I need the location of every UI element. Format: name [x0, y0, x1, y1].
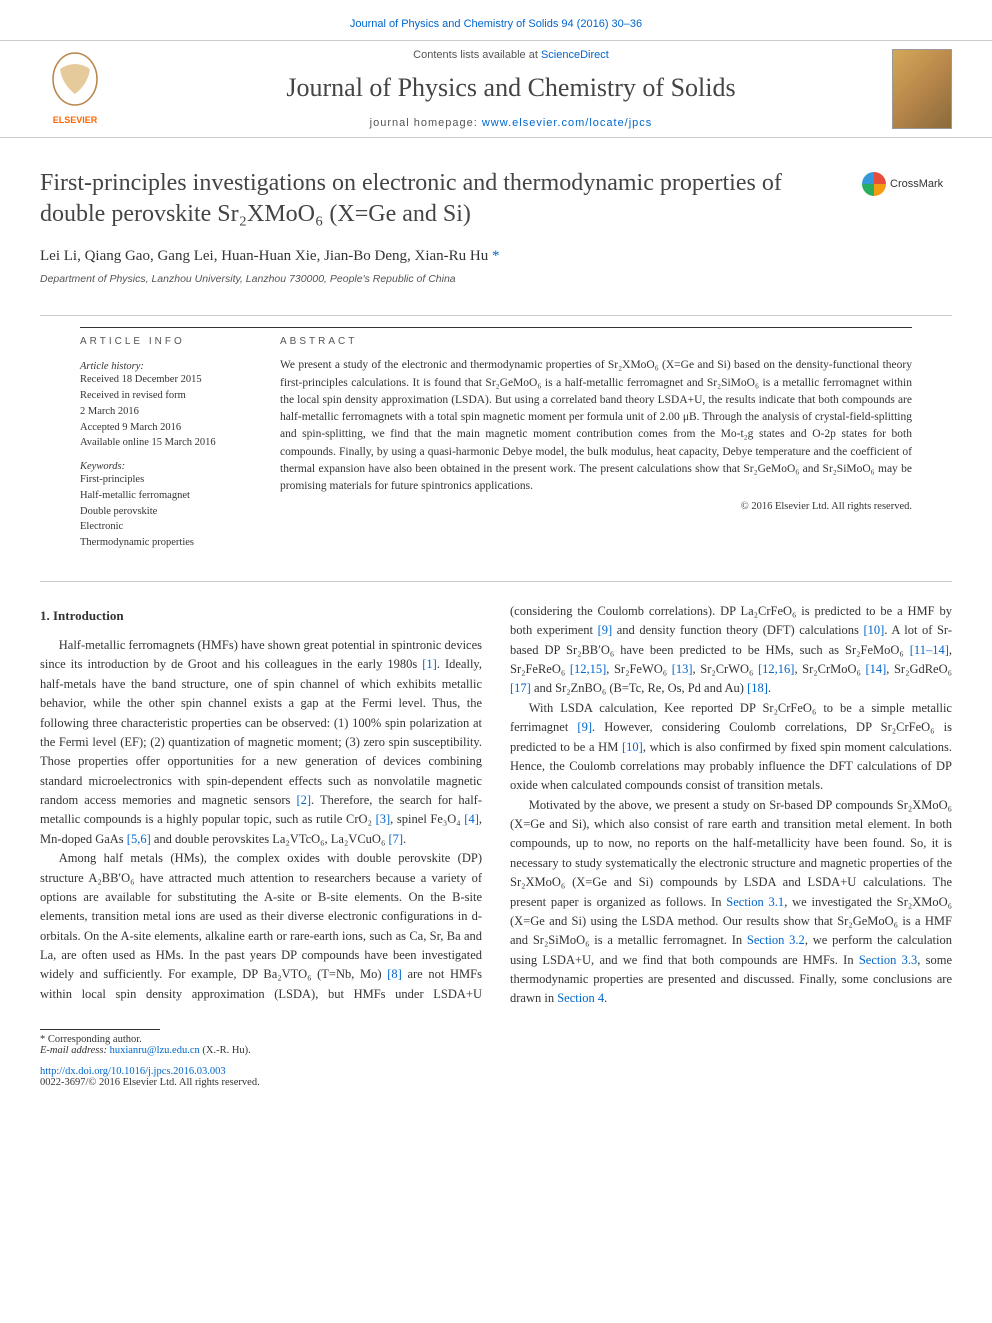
affiliation: Department of Physics, Lanzhou Universit…	[40, 273, 952, 285]
keyword: Half-metallic ferromagnet	[80, 488, 260, 504]
footnote-rule	[40, 1029, 160, 1030]
ref-link[interactable]: [7]	[388, 832, 403, 846]
abstract: ABSTRACT We present a study of the elect…	[280, 327, 912, 561]
ref-link[interactable]: [9]	[577, 720, 592, 734]
keywords-label: Keywords:	[80, 461, 260, 472]
elsevier-logo[interactable]: ELSEVIER	[40, 49, 110, 129]
history-line: Available online 15 March 2016	[80, 435, 260, 451]
corresponding-note: * Corresponding author.	[40, 1034, 952, 1045]
body-paragraph: Half-metallic ferromagnets (HMFs) have s…	[40, 636, 482, 849]
homepage-prefix: journal homepage:	[370, 117, 482, 129]
ref-link[interactable]: [3]	[376, 812, 391, 826]
keyword: Thermodynamic properties	[80, 535, 260, 551]
ref-link[interactable]: [14]	[865, 662, 886, 676]
sciencedirect-link[interactable]: ScienceDirect	[541, 49, 609, 61]
abstract-text: We present a study of the electronic and…	[280, 357, 912, 495]
section-heading-intro: 1. Introduction	[40, 606, 482, 626]
authors-list: Lei Li, Qiang Gao, Gang Lei, Huan-Huan X…	[40, 248, 952, 265]
article-info: ARTICLE INFO Article history: Received 1…	[80, 327, 280, 561]
doi-link[interactable]: http://dx.doi.org/10.1016/j.jpcs.2016.03…	[40, 1066, 226, 1077]
body-paragraph: With LSDA calculation, Kee reported DP S…	[510, 699, 952, 796]
svg-text:ELSEVIER: ELSEVIER	[53, 115, 98, 125]
ref-link[interactable]: [8]	[387, 967, 402, 981]
crossmark-icon	[862, 172, 886, 196]
history-line: Accepted 9 March 2016	[80, 420, 260, 436]
history-line: 2 March 2016	[80, 404, 260, 420]
ref-link[interactable]: [13]	[672, 662, 693, 676]
section-link[interactable]: Section 3.1	[726, 895, 784, 909]
ref-link[interactable]: [12,16]	[758, 662, 794, 676]
crossmark-badge[interactable]: CrossMark	[862, 168, 952, 200]
email-line: E-mail address: huxianru@lzu.edu.cn (X.-…	[40, 1045, 952, 1056]
doi-line: http://dx.doi.org/10.1016/j.jpcs.2016.03…	[40, 1066, 952, 1077]
history-line: Received in revised form	[80, 388, 260, 404]
body-paragraph: Motivated by the above, we present a stu…	[510, 796, 952, 1009]
ref-link[interactable]: [17]	[510, 681, 531, 695]
article-header: First-principles investigations on elect…	[0, 138, 992, 295]
ref-link[interactable]: [10]	[622, 740, 643, 754]
ref-link[interactable]: [1]	[422, 657, 437, 671]
journal-citation[interactable]: Journal of Physics and Chemistry of Soli…	[0, 0, 992, 40]
ref-link[interactable]: [12,15]	[570, 662, 606, 676]
ref-link[interactable]: [4]	[464, 812, 479, 826]
meta-abstract-row: ARTICLE INFO Article history: Received 1…	[40, 315, 952, 581]
ref-link[interactable]: [10]	[864, 623, 885, 637]
section-link[interactable]: Section 3.2	[747, 933, 805, 947]
journal-header: ELSEVIER Contents lists available at Sci…	[0, 40, 992, 138]
abstract-heading: ABSTRACT	[280, 336, 912, 347]
page-footer: * Corresponding author. E-mail address: …	[0, 1019, 992, 1108]
history-label: Article history:	[80, 361, 260, 372]
section-link[interactable]: Section 4	[557, 991, 604, 1005]
email-suffix: (X.-R. Hu).	[200, 1045, 251, 1056]
homepage-line: journal homepage: www.elsevier.com/locat…	[130, 117, 892, 129]
contents-prefix: Contents lists available at	[413, 49, 541, 61]
keyword: Double perovskite	[80, 504, 260, 520]
keyword: Electronic	[80, 519, 260, 535]
header-center: Contents lists available at ScienceDirec…	[130, 49, 892, 129]
journal-title: Journal of Physics and Chemistry of Soli…	[130, 73, 892, 103]
journal-cover-thumbnail[interactable]	[892, 49, 952, 129]
article-body: 1. Introduction Half-metallic ferromagne…	[0, 582, 992, 1019]
issn-line: 0022-3697/© 2016 Elsevier Ltd. All right…	[40, 1077, 952, 1088]
contents-line: Contents lists available at ScienceDirec…	[130, 49, 892, 61]
email-label: E-mail address:	[40, 1045, 110, 1056]
ref-link[interactable]: [2]	[296, 793, 311, 807]
history-line: Received 18 December 2015	[80, 372, 260, 388]
email-link[interactable]: huxianru@lzu.edu.cn	[110, 1045, 200, 1056]
ref-link[interactable]: [18]	[747, 681, 768, 695]
keyword: First-principles	[80, 472, 260, 488]
abstract-copyright: © 2016 Elsevier Ltd. All rights reserved…	[280, 501, 912, 512]
section-link[interactable]: Section 3.3	[859, 953, 917, 967]
ref-link[interactable]: [5,6]	[127, 832, 151, 846]
article-info-heading: ARTICLE INFO	[80, 336, 260, 353]
authors-text: Lei Li, Qiang Gao, Gang Lei, Huan-Huan X…	[40, 248, 488, 264]
ref-link[interactable]: [11–14]	[910, 643, 949, 657]
article-title: First-principles investigations on elect…	[40, 168, 842, 230]
crossmark-label: CrossMark	[890, 178, 943, 190]
homepage-link[interactable]: www.elsevier.com/locate/jpcs	[482, 117, 652, 129]
corresponding-asterisk: *	[488, 248, 499, 264]
ref-link[interactable]: [9]	[598, 623, 613, 637]
